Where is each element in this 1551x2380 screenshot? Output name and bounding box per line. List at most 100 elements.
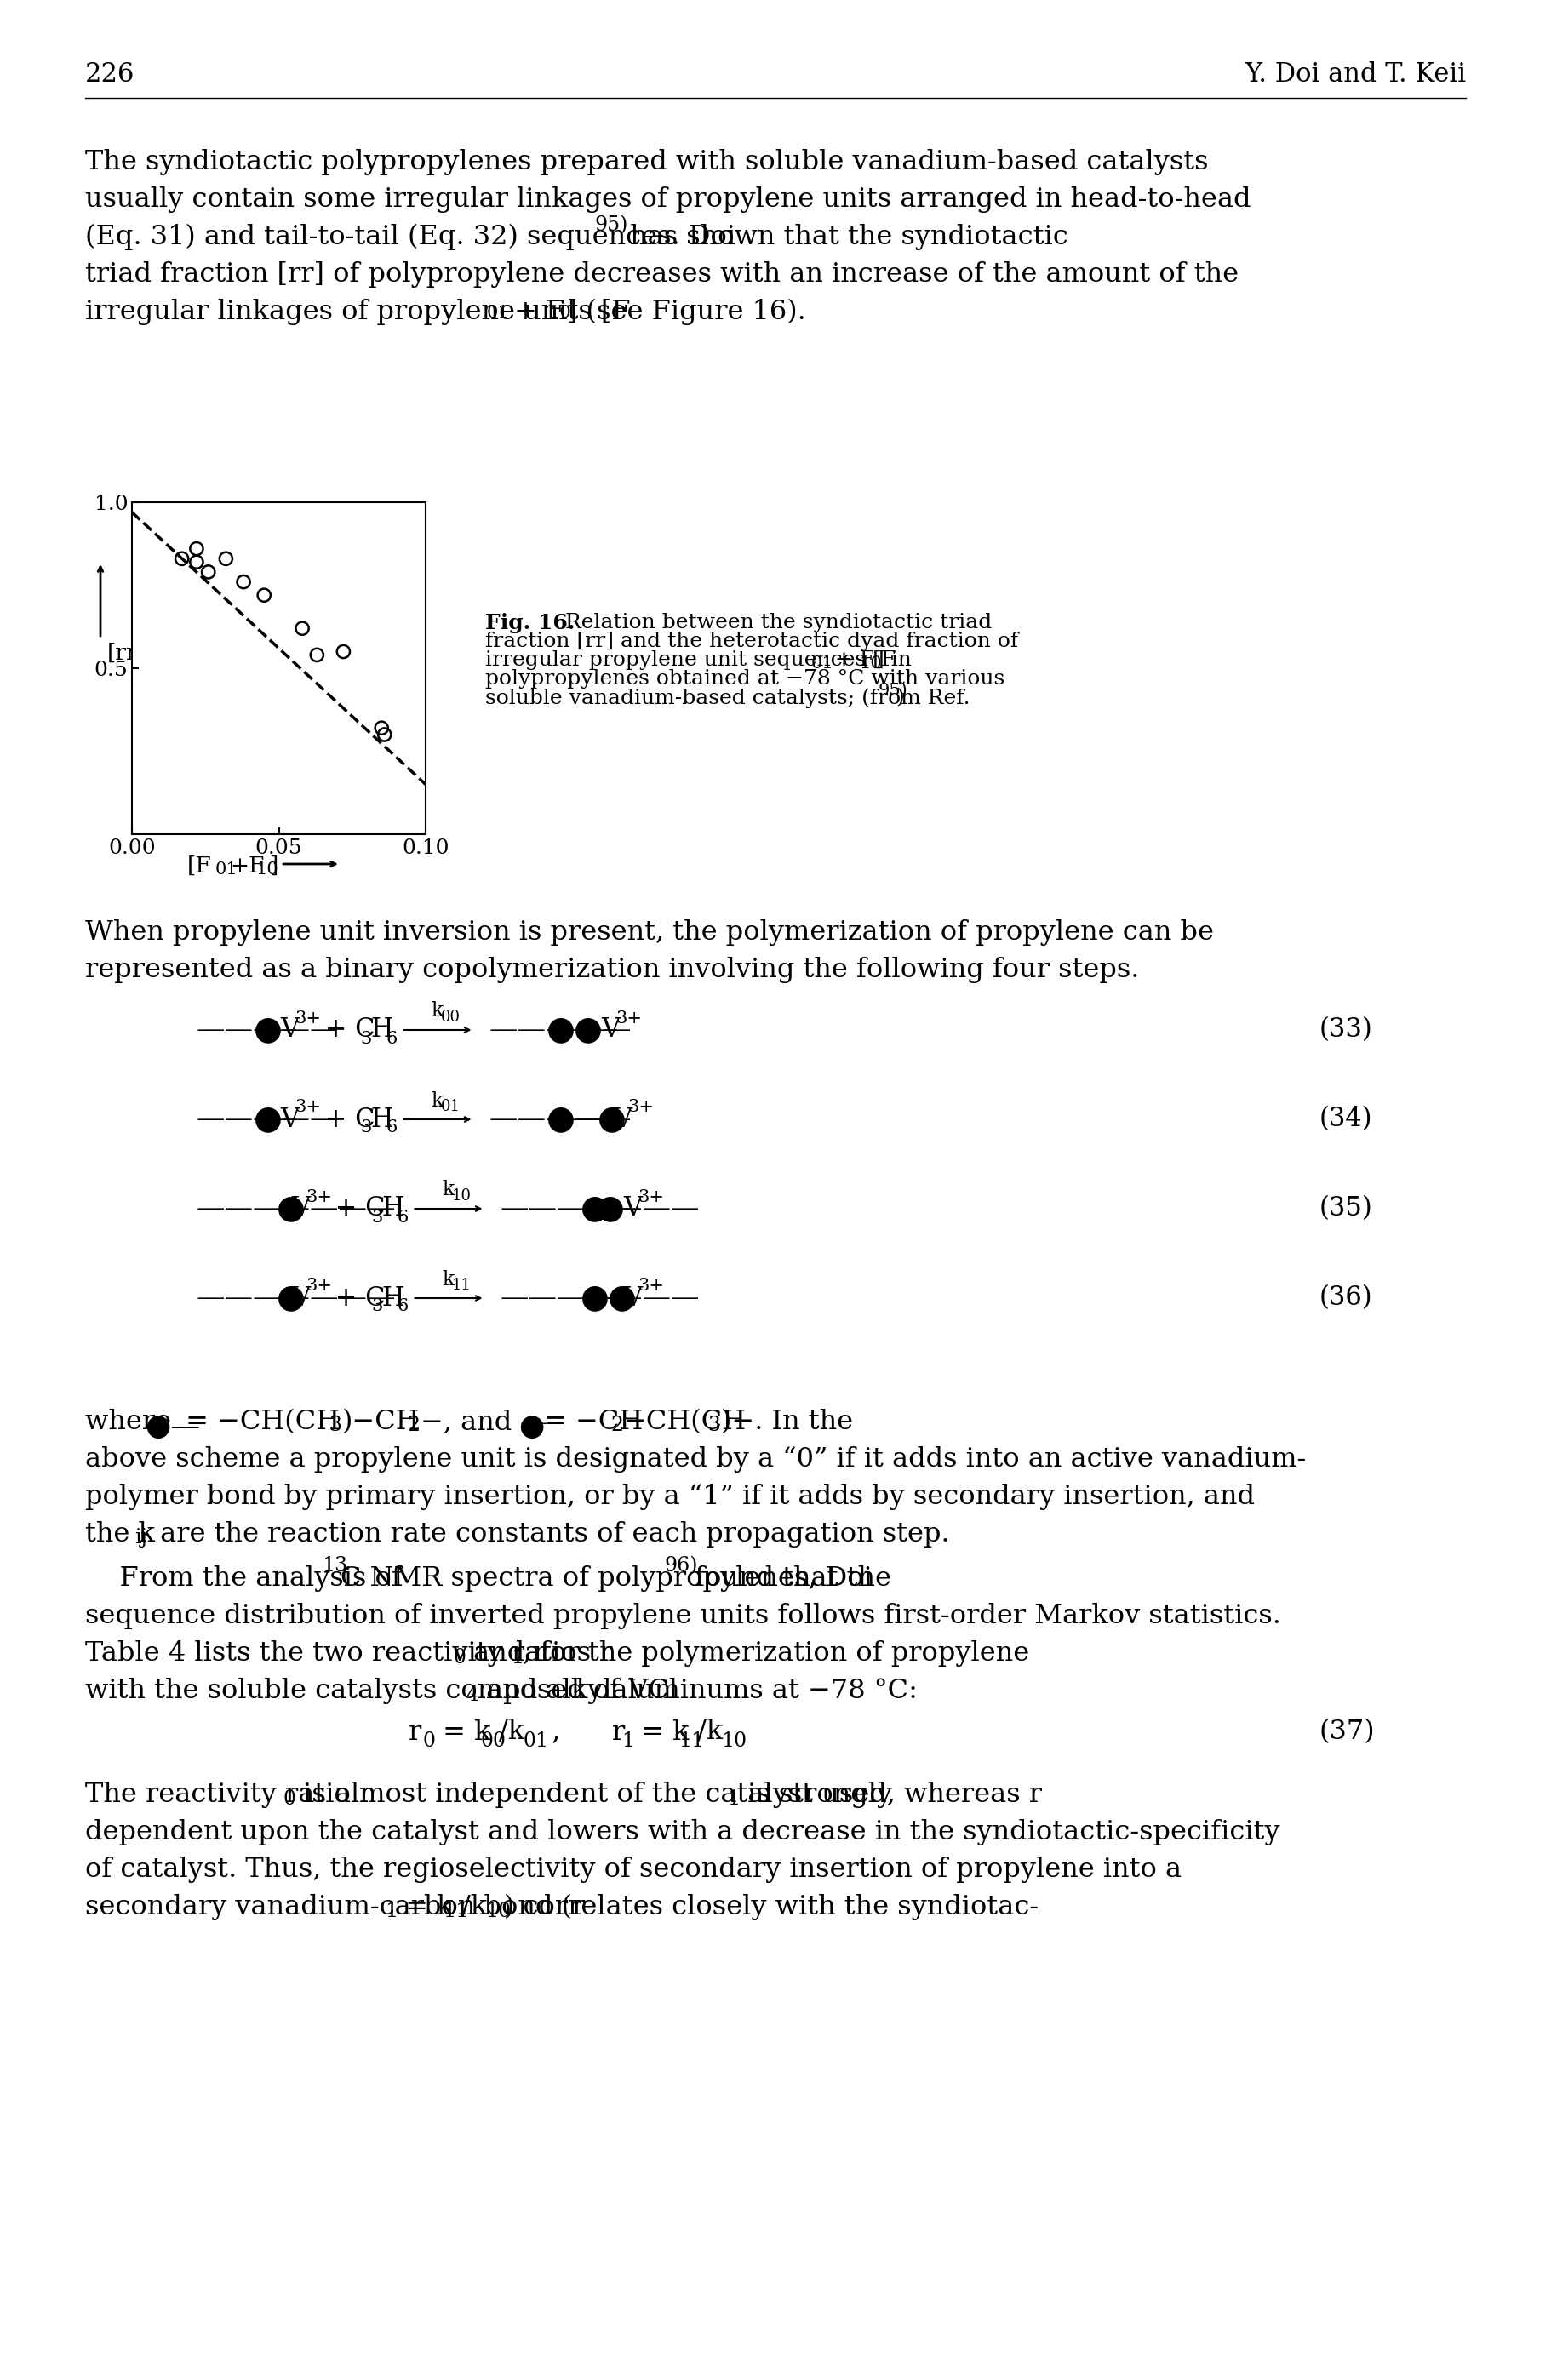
Text: —————: —————	[489, 1107, 631, 1133]
Text: of catalyst. Thus, the regioselectivity of secondary insertion of propylene into: of catalyst. Thus, the regioselectivity …	[85, 1856, 1182, 1883]
Text: [rr]: [rr]	[107, 643, 146, 664]
Text: V: V	[600, 1016, 620, 1042]
Text: irregular linkages of propylene units [F: irregular linkages of propylene units [F	[85, 300, 630, 326]
Text: 6: 6	[386, 1119, 397, 1135]
Text: The reactivity ratio r: The reactivity ratio r	[85, 1783, 372, 1809]
Text: 01: 01	[523, 1730, 549, 1752]
Point	[231, 562, 256, 600]
Text: + C: + C	[316, 1107, 374, 1133]
Text: 4: 4	[465, 1685, 479, 1704]
Text: ) correlates closely with the syndiotac-: ) correlates closely with the syndiotac-	[504, 1894, 1039, 1921]
Text: V: V	[292, 1195, 310, 1221]
Text: V: V	[281, 1016, 299, 1042]
Text: ———————: ———————	[499, 1285, 700, 1311]
Text: 1: 1	[510, 1647, 524, 1668]
Text: 01: 01	[811, 655, 834, 671]
Text: ●: ●	[253, 1104, 282, 1135]
Text: The syndiotactic polypropylenes prepared with soluble vanadium-based catalysts: The syndiotactic polypropylenes prepared…	[85, 150, 1208, 176]
Text: ●—: ●—	[144, 1411, 200, 1442]
Text: −, and —: −, and —	[420, 1409, 548, 1435]
Text: 3+: 3+	[306, 1188, 332, 1204]
Text: H: H	[371, 1107, 394, 1133]
Text: )−. In the: )−. In the	[721, 1409, 853, 1435]
Text: V: V	[613, 1107, 631, 1133]
Text: the k: the k	[85, 1521, 155, 1547]
Text: ———————: ———————	[195, 1195, 396, 1223]
Text: )−CH: )−CH	[343, 1409, 420, 1435]
Text: above scheme a propylene unit is designated by a “0” if it adds into an active v: above scheme a propylene unit is designa…	[85, 1447, 1306, 1473]
Point	[169, 540, 194, 578]
Text: 00: 00	[481, 1730, 506, 1752]
Text: 226: 226	[85, 62, 135, 88]
Text: /k: /k	[499, 1718, 524, 1745]
Text: polymer bond by primary insertion, or by a “1” if it adds by secondary insertion: polymer bond by primary insertion, or by…	[85, 1483, 1255, 1509]
Text: 2: 2	[611, 1416, 624, 1435]
Text: (33): (33)	[1320, 1016, 1373, 1042]
Text: /k: /k	[698, 1718, 723, 1745]
Text: polypropylenes obtained at −78 °C with various: polypropylenes obtained at −78 °C with v…	[485, 669, 1005, 688]
Text: = k: = k	[397, 1894, 453, 1921]
Text: ———————: ———————	[499, 1195, 700, 1223]
Text: C NMR spectra of polypropylenes, Doi: C NMR spectra of polypropylenes, Doi	[341, 1566, 881, 1592]
Text: 11: 11	[451, 1278, 472, 1292]
Text: + C: + C	[327, 1195, 386, 1221]
Text: —: —	[596, 1285, 625, 1311]
Text: usually contain some irregular linkages of propylene units arranged in head-to-h: usually contain some irregular linkages …	[85, 186, 1252, 212]
Point	[185, 531, 209, 569]
Text: ●: ●	[574, 1014, 603, 1045]
Text: ●: ●	[253, 1014, 282, 1045]
Text: Fig. 16.: Fig. 16.	[485, 614, 575, 633]
Text: /k: /k	[461, 1894, 487, 1921]
Text: —: —	[574, 1107, 602, 1133]
Text: 3+: 3+	[295, 1009, 321, 1026]
Text: 10: 10	[859, 655, 881, 671]
Text: = −CH: = −CH	[535, 1409, 644, 1435]
Text: 2: 2	[406, 1416, 420, 1435]
Text: 3+: 3+	[306, 1278, 332, 1295]
Text: sequence distribution of inverted propylene units follows first-order Markov sta: sequence distribution of inverted propyl…	[85, 1602, 1281, 1630]
Text: 0: 0	[282, 1790, 295, 1809]
Text: 3: 3	[372, 1299, 383, 1314]
Point	[195, 552, 220, 590]
Text: + C: + C	[316, 1016, 374, 1042]
Text: 1: 1	[727, 1790, 740, 1809]
Text: 6: 6	[397, 1299, 408, 1314]
Text: (35): (35)	[1320, 1195, 1373, 1221]
Text: ●: ●	[580, 1283, 610, 1314]
Text: ): )	[895, 688, 904, 707]
Text: secondary vanadium-carbon bond (r: secondary vanadium-carbon bond (r	[85, 1894, 585, 1921]
Text: 10: 10	[451, 1188, 472, 1204]
Text: 10: 10	[485, 1902, 510, 1921]
Text: —: —	[561, 1107, 591, 1133]
Text: 00: 00	[440, 1009, 461, 1026]
Text: 96): 96)	[664, 1557, 698, 1576]
Text: 01: 01	[216, 862, 239, 878]
Text: ●: ●	[546, 1104, 575, 1135]
Text: ] (see Figure 16).: ] (see Figure 16).	[568, 300, 807, 326]
Text: 3+: 3+	[295, 1100, 321, 1116]
Text: From the analysis of: From the analysis of	[85, 1566, 409, 1592]
Text: 01: 01	[440, 1100, 461, 1114]
Text: ●: ●	[276, 1192, 306, 1223]
Text: —: —	[268, 1107, 298, 1133]
Text: 3: 3	[360, 1031, 372, 1047]
Text: V: V	[292, 1285, 310, 1311]
Point	[214, 540, 239, 578]
Text: 11: 11	[678, 1730, 704, 1752]
Text: +F: +F	[230, 854, 264, 876]
Text: 3: 3	[329, 1416, 341, 1435]
Text: = k: = k	[434, 1718, 490, 1745]
Text: Table 4 lists the two reactivity ratios r: Table 4 lists the two reactivity ratios …	[85, 1640, 613, 1666]
Text: —————: —————	[195, 1107, 338, 1133]
Text: ●: ●	[276, 1283, 306, 1314]
Text: with the soluble catalysts composed of VCl: with the soluble catalysts composed of V…	[85, 1678, 678, 1704]
Text: 1: 1	[385, 1902, 397, 1921]
Text: ●: ●	[597, 1104, 627, 1135]
Text: 10: 10	[256, 862, 278, 878]
Text: 3+: 3+	[628, 1100, 655, 1116]
Text: 11: 11	[442, 1902, 468, 1921]
Text: (34): (34)	[1320, 1107, 1373, 1133]
Text: 3: 3	[707, 1416, 720, 1435]
Text: soluble vanadium-based catalysts; (from Ref.: soluble vanadium-based catalysts; (from …	[485, 688, 969, 707]
Point	[304, 635, 329, 674]
